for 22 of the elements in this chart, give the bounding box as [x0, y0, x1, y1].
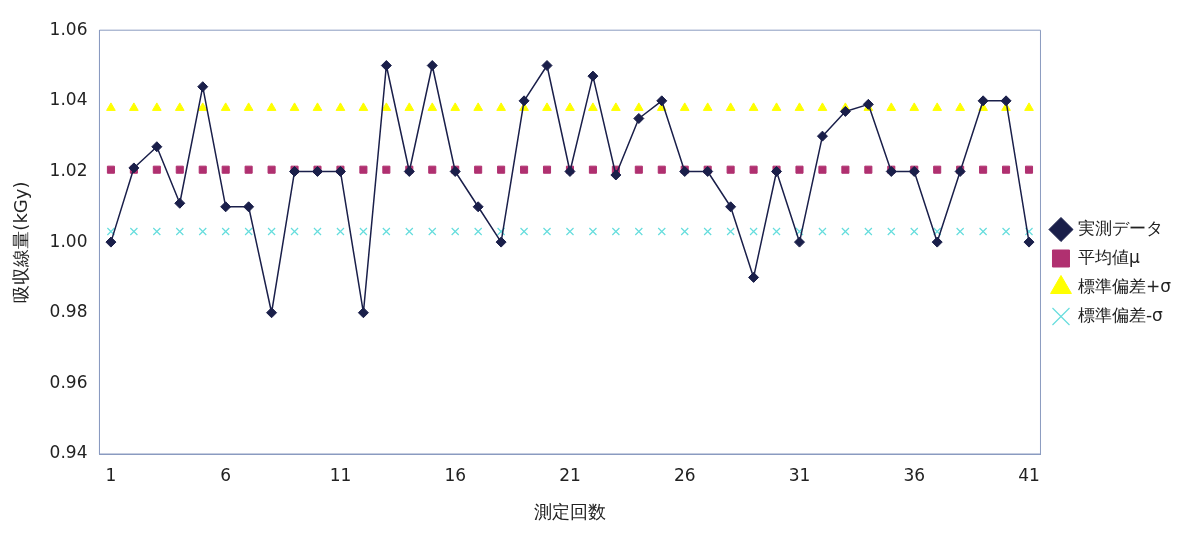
y-tick-label: 1.00 — [49, 230, 88, 251]
y-tick-label: 1.06 — [49, 18, 88, 39]
x-axis-title: 測定回数 — [533, 500, 606, 522]
x-tick-label: 31 — [788, 464, 811, 485]
x-tick-label: 21 — [559, 464, 581, 485]
y-axis-title: 吸収線量(kGy) — [10, 181, 32, 303]
x-tick-label: 41 — [1018, 464, 1040, 485]
legend-label: 標準偏差+σ — [1077, 275, 1172, 296]
y-tick-label: 0.96 — [49, 371, 88, 392]
legend-label: 標準偏差-σ — [1077, 304, 1164, 325]
y-tick-label: 1.04 — [49, 89, 88, 110]
legend-label: 実測データ — [1077, 217, 1163, 238]
y-tick-label: 1.02 — [49, 159, 88, 180]
x-tick-label: 6 — [220, 464, 232, 485]
x-tick-label: 11 — [329, 464, 352, 485]
y-tick-label: 0.98 — [49, 301, 88, 322]
x-tick-label: 16 — [444, 464, 467, 485]
x-tick-label: 26 — [673, 464, 696, 485]
x-tick-label: 1 — [105, 464, 117, 485]
legend-label: 平均値μ — [1077, 246, 1140, 267]
x-tick-label: 36 — [903, 464, 926, 485]
y-tick-label: 0.94 — [49, 442, 88, 463]
